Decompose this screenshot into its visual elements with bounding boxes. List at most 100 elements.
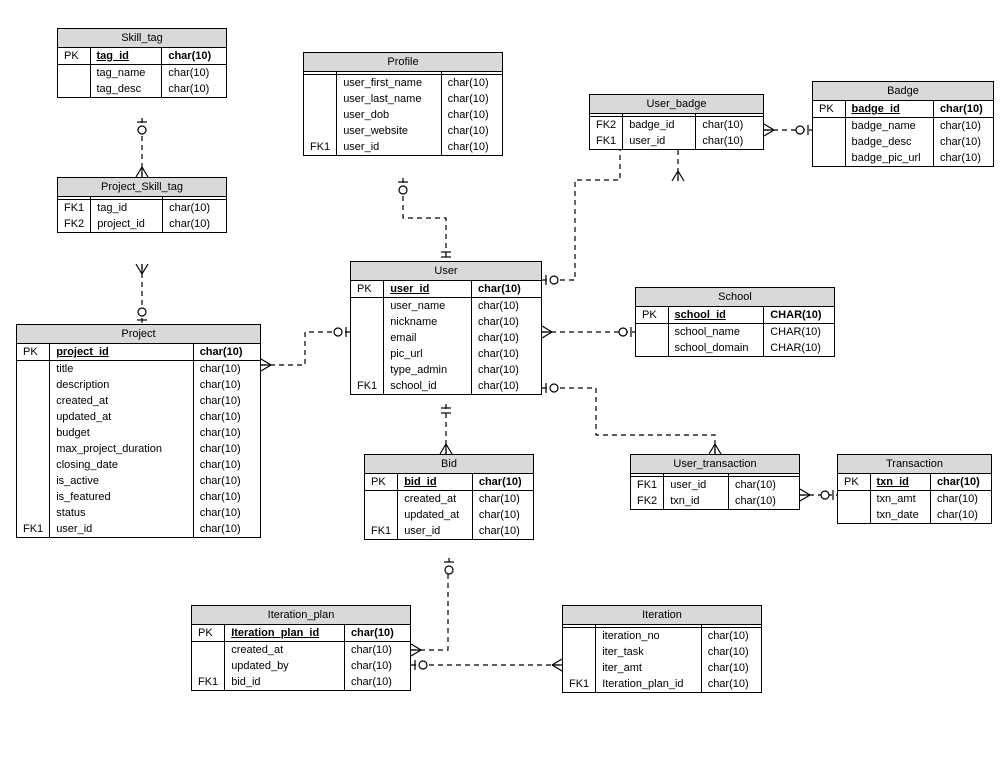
cell <box>17 457 50 473</box>
cell: char(10) <box>193 377 260 393</box>
cell: badge_id <box>845 101 933 118</box>
cell <box>304 75 337 92</box>
entity-title: Profile <box>304 53 502 72</box>
cell: school_id <box>668 307 764 324</box>
endpoint <box>796 125 808 135</box>
endpoint <box>546 275 558 285</box>
cell: user_id <box>398 523 473 539</box>
cell: char(10) <box>696 133 763 149</box>
cell: FK1 <box>304 139 337 155</box>
entity-title: User_badge <box>590 95 763 114</box>
entity-user: UserPKuser_idchar(10)user_namechar(10)ni… <box>350 261 542 395</box>
cell: char(10) <box>933 101 993 118</box>
cell: is_active <box>50 473 194 489</box>
endpoint <box>546 383 558 393</box>
cell: char(10) <box>728 477 799 494</box>
cell <box>58 81 90 97</box>
cell: char(10) <box>930 474 991 491</box>
entity-skill_tag: Skill_tagPKtag_idchar(10)tag_namechar(10… <box>57 28 227 98</box>
pk-name: txn_id <box>877 476 909 488</box>
cell: iter_amt <box>596 660 702 676</box>
cell: updated_at <box>398 507 473 523</box>
cell: is_featured <box>50 489 194 505</box>
cell: user_id <box>337 139 441 155</box>
cell: description <box>50 377 194 393</box>
cell: email <box>384 330 472 346</box>
cell: char(10) <box>701 660 761 676</box>
cell: char(10) <box>472 281 542 298</box>
cell: PK <box>813 101 845 118</box>
cell: created_at <box>50 393 194 409</box>
cell <box>304 107 337 123</box>
cell: badge_name <box>845 118 933 135</box>
cell: FK1 <box>58 200 91 217</box>
cell <box>365 507 398 523</box>
endpoint <box>398 182 408 194</box>
cell: char(10) <box>472 330 542 346</box>
endpoint <box>709 444 721 454</box>
cell: created_at <box>225 642 345 659</box>
cell: badge_id <box>623 117 696 134</box>
cell: FK1 <box>351 378 384 394</box>
cell <box>838 507 870 523</box>
endpoint <box>415 660 427 670</box>
cell: nickname <box>384 314 472 330</box>
cell: char(10) <box>472 523 533 539</box>
entity-transaction: TransactionPKtxn_idchar(10)txn_amtchar(1… <box>837 454 992 524</box>
cell: char(10) <box>193 441 260 457</box>
cell: char(10) <box>696 117 763 134</box>
cell: char(10) <box>441 107 502 123</box>
cell <box>813 134 845 150</box>
endpoint <box>136 167 148 177</box>
cell <box>304 123 337 139</box>
connector <box>542 130 678 280</box>
cell: user_website <box>337 123 441 139</box>
cell: project_id <box>50 344 194 361</box>
cell: char(10) <box>193 393 260 409</box>
cell: char(10) <box>472 507 533 523</box>
pk-name: school_id <box>675 309 726 321</box>
cell: PK <box>351 281 384 298</box>
cell: char(10) <box>193 457 260 473</box>
cell: char(10) <box>162 81 226 97</box>
cell: char(10) <box>472 362 542 378</box>
cell: badge_desc <box>845 134 933 150</box>
cell: FK1 <box>590 133 623 149</box>
entity-title: User <box>351 262 541 281</box>
cell <box>351 298 384 315</box>
cell: char(10) <box>933 118 993 135</box>
cell: char(10) <box>728 493 799 509</box>
cell: txn_amt <box>870 491 930 508</box>
cell <box>17 393 50 409</box>
cell: project_id <box>91 216 163 232</box>
cell: FK1 <box>563 676 596 692</box>
cell: char(10) <box>162 65 226 82</box>
entity-iteration_plan: Iteration_planPKIteration_plan_idchar(10… <box>191 605 411 691</box>
cell <box>17 489 50 505</box>
pk-name: badge_id <box>852 103 900 115</box>
cell: budget <box>50 425 194 441</box>
pk-name: project_id <box>56 346 109 358</box>
endpoint <box>800 489 810 501</box>
cell: status <box>50 505 194 521</box>
cell: max_project_duration <box>50 441 194 457</box>
cell: CHAR(10) <box>764 340 834 356</box>
cell <box>365 491 398 508</box>
cell <box>636 324 668 341</box>
cell: char(10) <box>441 123 502 139</box>
connector <box>542 388 715 454</box>
cell: char(10) <box>344 642 410 659</box>
cell: char(10) <box>441 91 502 107</box>
cell: char(10) <box>701 644 761 660</box>
cell: Iteration_plan_id <box>225 625 345 642</box>
entity-title: Bid <box>365 455 533 474</box>
cell: char(10) <box>441 139 502 155</box>
cell: user_first_name <box>337 75 441 92</box>
entity-title: Skill_tag <box>58 29 226 48</box>
cell: char(10) <box>193 489 260 505</box>
cell: PK <box>17 344 50 361</box>
entity-title: User_transaction <box>631 455 799 474</box>
cell <box>838 491 870 508</box>
cell <box>813 118 845 135</box>
cell: PK <box>365 474 398 491</box>
